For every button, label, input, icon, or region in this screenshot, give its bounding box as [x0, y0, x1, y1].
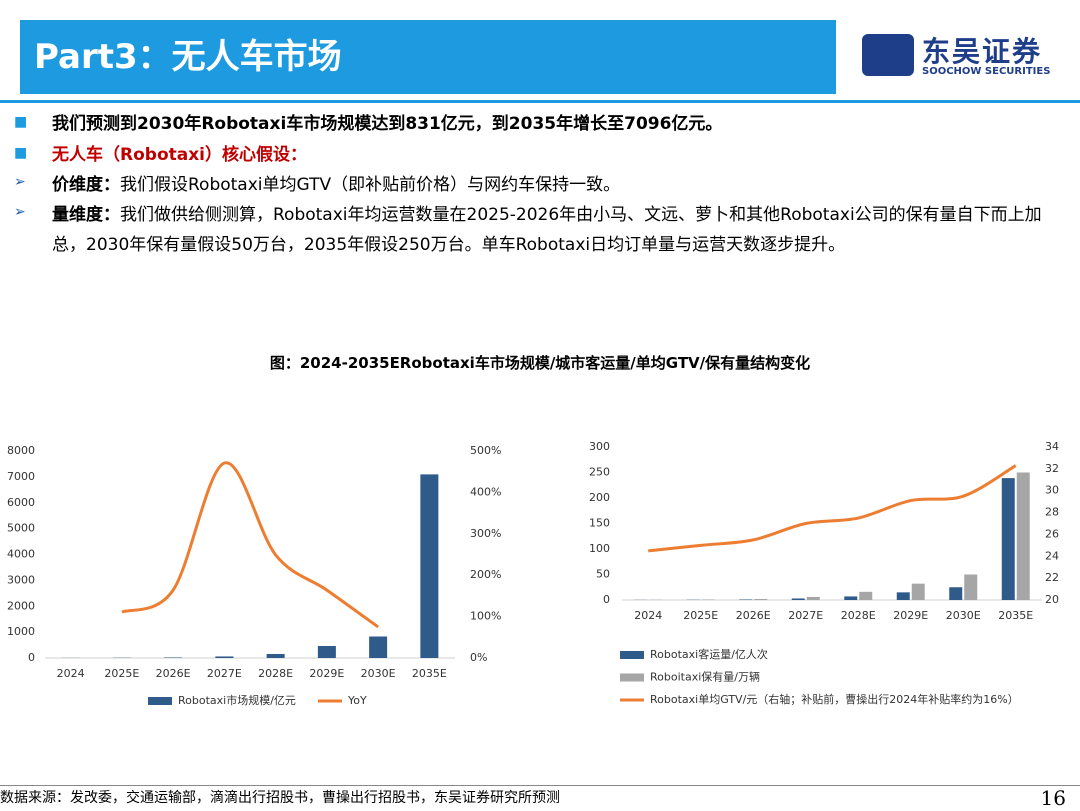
bar — [420, 474, 438, 658]
y-tick-label: 150 — [589, 517, 610, 530]
x-tick-label: 2028E — [841, 609, 876, 622]
y-tick-label: 4000 — [7, 548, 35, 561]
bar — [215, 656, 233, 658]
y-tick-label: 3000 — [7, 573, 35, 586]
x-tick-label: 2024 — [57, 667, 85, 680]
y2-tick-label: 100% — [470, 610, 501, 623]
legend-label: Robotaxi客运量/亿人次 — [650, 647, 768, 661]
y-tick-label: 0 — [603, 593, 610, 606]
y-tick-label: 7000 — [7, 470, 35, 483]
bar — [844, 596, 857, 600]
x-tick-label: 2029E — [309, 667, 344, 680]
x-tick-label: 2025E — [683, 609, 718, 622]
y2-tick-label: 28 — [1045, 506, 1059, 519]
y-tick-label: 300 — [589, 440, 610, 453]
y-tick-label: 5000 — [7, 522, 35, 535]
bar — [807, 597, 820, 600]
y2-tick-label: 300% — [470, 527, 501, 540]
bar — [949, 587, 962, 600]
y-tick-label: 0 — [28, 651, 35, 664]
x-tick-label: 2035E — [412, 667, 447, 680]
y-tick-label: 6000 — [7, 496, 35, 509]
x-tick-label: 2027E — [207, 667, 242, 680]
y2-tick-label: 32 — [1045, 462, 1059, 475]
legend-label: YoY — [347, 694, 367, 707]
y2-tick-label: 0% — [470, 651, 487, 664]
x-tick-label: 2030E — [946, 609, 981, 622]
x-tick-label: 2026E — [156, 667, 191, 680]
legend-swatch — [148, 697, 172, 705]
bar — [792, 598, 805, 600]
bar — [859, 592, 872, 600]
line — [648, 466, 1016, 551]
x-tick-label: 2028E — [258, 667, 293, 680]
y2-tick-label: 20 — [1045, 593, 1059, 606]
legend-label: Roboitaxi保有量/万辆 — [650, 670, 760, 684]
bar — [702, 599, 715, 600]
y2-tick-label: 26 — [1045, 527, 1059, 540]
bar — [369, 636, 387, 658]
y-tick-label: 8000 — [7, 444, 35, 457]
x-tick-label: 2026E — [736, 609, 771, 622]
y-tick-label: 50 — [596, 568, 610, 581]
y-tick-label: 1000 — [7, 625, 35, 638]
y2-tick-label: 200% — [470, 568, 501, 581]
legend-label: Robotaxi市场规模/亿元 — [178, 693, 296, 707]
legend-swatch — [620, 674, 644, 682]
y2-tick-label: 30 — [1045, 484, 1059, 497]
line — [122, 463, 378, 627]
legend-swatch — [620, 651, 644, 659]
y-tick-label: 200 — [589, 491, 610, 504]
y2-tick-label: 500% — [470, 444, 501, 457]
y2-tick-label: 24 — [1045, 549, 1059, 562]
bar — [1002, 478, 1015, 600]
bar — [267, 654, 285, 658]
bar — [912, 584, 925, 600]
x-tick-label: 2025E — [104, 667, 139, 680]
y2-tick-label: 34 — [1045, 440, 1059, 453]
bar — [1017, 473, 1030, 601]
y2-tick-label: 400% — [470, 485, 501, 498]
x-tick-label: 2024 — [634, 609, 662, 622]
x-tick-label: 2029E — [893, 609, 928, 622]
y-tick-label: 100 — [589, 542, 610, 555]
bar — [318, 646, 336, 658]
bar — [739, 599, 752, 600]
x-tick-label: 2027E — [788, 609, 823, 622]
bar — [164, 657, 182, 658]
x-tick-label: 2030E — [361, 667, 396, 680]
y2-tick-label: 22 — [1045, 571, 1059, 584]
bar — [964, 575, 977, 601]
bar — [897, 592, 910, 600]
bar — [754, 599, 767, 600]
x-tick-label: 2035E — [998, 609, 1033, 622]
y-tick-label: 250 — [589, 466, 610, 479]
legend-label: Robotaxi单均GTV/元（右轴；补贴前，曹操出行2024年补贴率约为16%… — [650, 692, 1019, 706]
y-tick-label: 2000 — [7, 599, 35, 612]
